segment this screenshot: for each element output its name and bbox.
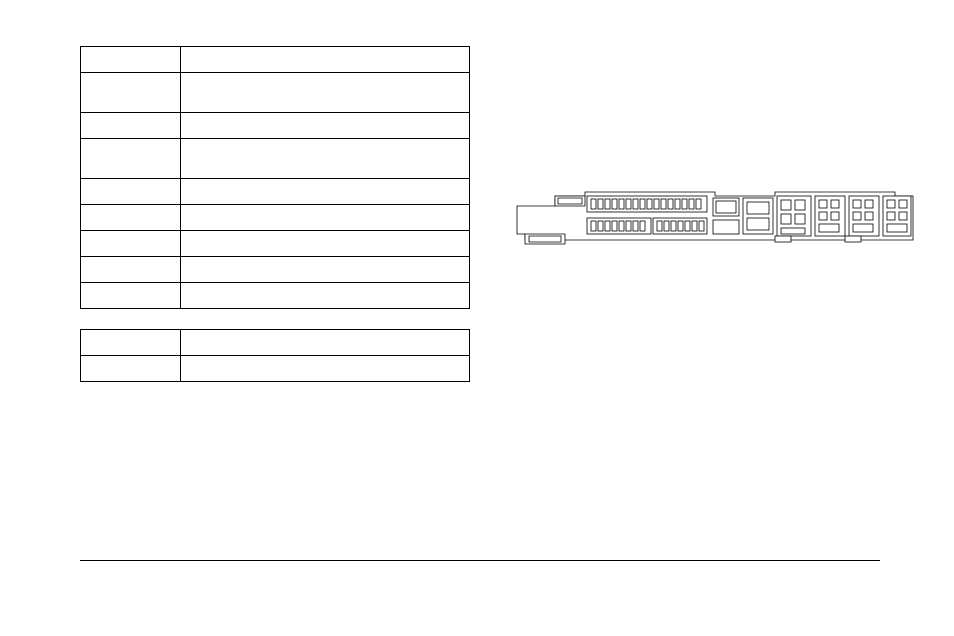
page-rule: [80, 560, 880, 561]
cell-right: [181, 205, 470, 231]
cell-right: [181, 330, 470, 356]
cell-right: [181, 283, 470, 309]
cell-right: [181, 139, 470, 179]
cell-left: [81, 139, 181, 179]
cell-left: [81, 330, 181, 356]
cell-left: [81, 179, 181, 205]
table-row: [81, 231, 470, 257]
table-row: [81, 330, 470, 356]
cell-right: [181, 73, 470, 113]
table-row: [81, 257, 470, 283]
cell-left: [81, 205, 181, 231]
cell-right: [181, 47, 470, 73]
cell-right: [181, 113, 470, 139]
fuse-table: [80, 46, 470, 382]
cell-right: [181, 356, 470, 382]
cell-right: [181, 179, 470, 205]
cell-left: [81, 356, 181, 382]
table-row: [81, 73, 470, 113]
cell-left: [81, 283, 181, 309]
cell-left: [81, 231, 181, 257]
table-row: [81, 139, 470, 179]
table-row: [81, 283, 470, 309]
cell-left: [81, 113, 181, 139]
cell-left: [81, 257, 181, 283]
fuse-table-main: [80, 46, 470, 309]
cell-left: [81, 73, 181, 113]
table-row: [81, 113, 470, 139]
table-row: [81, 47, 470, 73]
table-gap: [80, 309, 470, 329]
table-row: [81, 205, 470, 231]
relay-center-diagram: [515, 188, 915, 248]
table-row: [81, 356, 470, 382]
cell-right: [181, 231, 470, 257]
table-row: [81, 179, 470, 205]
cell-right: [181, 257, 470, 283]
fuse-table-secondary: [80, 329, 470, 382]
cell-left: [81, 47, 181, 73]
